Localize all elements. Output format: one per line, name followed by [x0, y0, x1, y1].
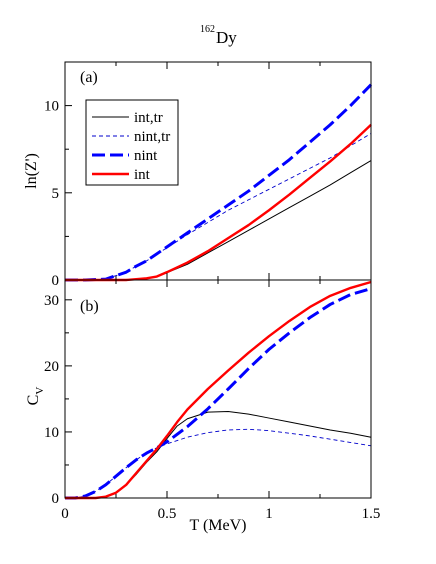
figure-title: 162 Dy: [200, 24, 237, 47]
panel-b-frame: [64, 279, 372, 499]
legend-box: [85, 99, 179, 186]
legend-label-3: int: [134, 167, 151, 183]
panel-b-label: (b): [80, 298, 99, 315]
y-tick-label: 30: [44, 293, 59, 309]
y-tick-label: 10: [44, 425, 59, 441]
x-tick-label: 1.5: [362, 506, 381, 522]
y-tick-label: 0: [52, 491, 60, 507]
y-tick-label: 10: [44, 99, 59, 115]
panel-a: 0 5 10 (a) ln(Z') int,tr nint,tr nint int: [23, 61, 373, 289]
y-tick-label: 0: [52, 273, 60, 289]
y-tick-label: 20: [44, 359, 59, 375]
panel-a-label: (a): [80, 69, 98, 86]
x-axis-label: T (MeV): [189, 517, 246, 534]
legend-label-0: int,tr: [134, 110, 163, 126]
panel-b-ylabel-main: C: [25, 395, 42, 406]
panel-b-series-line-2: [65, 287, 372, 500]
figure-title-text: Dy: [216, 28, 237, 47]
svg-text:CV: CV: [25, 387, 46, 406]
panel-a-series-line-2: [65, 83, 373, 282]
y-tick-label: 5: [52, 186, 60, 202]
panel-a-ylabel: ln(Z'): [23, 153, 40, 189]
panel-b: 0 10 20 30 0 0.5 1 1.5 (b) CV: [25, 279, 380, 522]
legend: int,tr nint,tr nint int: [85, 99, 179, 186]
legend-label-2: nint: [134, 148, 158, 164]
panel-b-ylabel-subscript: V: [34, 387, 46, 395]
panel-b-series-line-3: [65, 280, 372, 500]
panel-b-axes: 0 10 20 30 0 0.5 1 1.5: [44, 280, 380, 522]
panel-b-ylabel: CV: [25, 387, 46, 406]
panel-b-series-line-0: [65, 410, 372, 499]
figure-title-superscript: 162: [200, 24, 215, 35]
x-tick-label: 1: [265, 506, 273, 522]
x-tick-label: 0: [61, 506, 69, 522]
legend-label-1: nint,tr: [134, 129, 170, 145]
x-tick-label: 0.5: [158, 506, 177, 522]
panel-b-series-line-1: [65, 428, 372, 499]
panel-a-series-line-1: [65, 133, 372, 281]
panel-b-plot-area: [65, 280, 372, 500]
